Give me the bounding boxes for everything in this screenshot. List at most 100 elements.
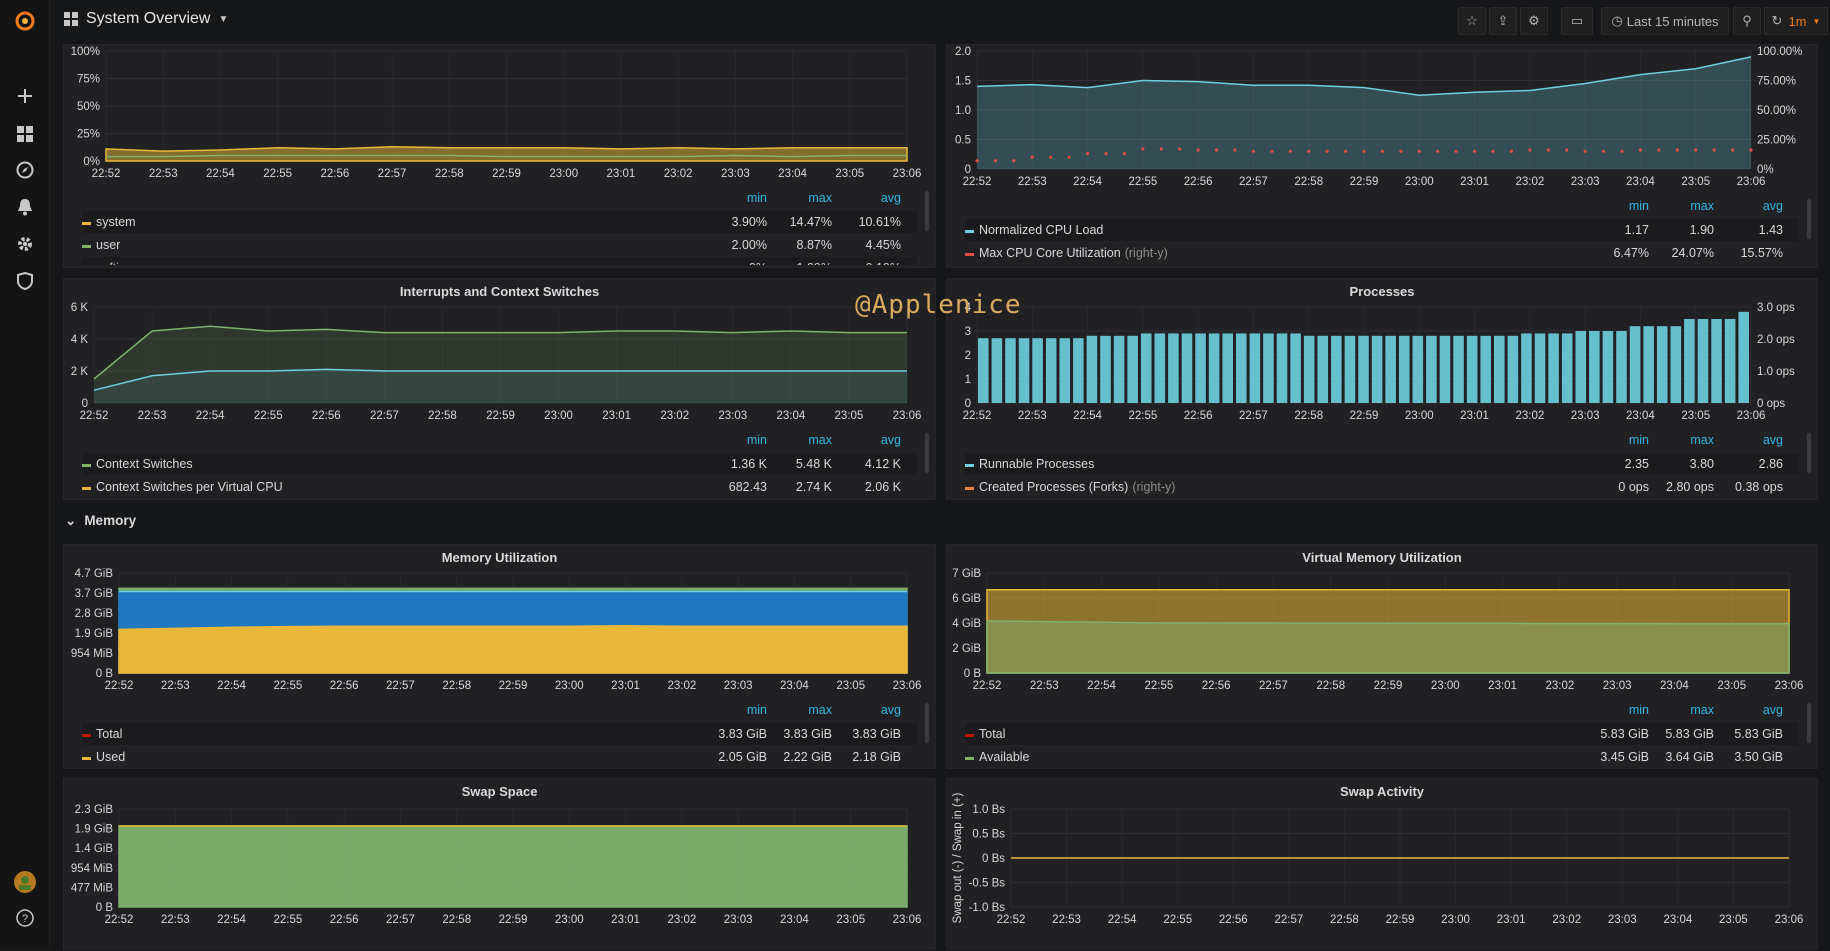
legend-scrollbar[interactable] [925,703,929,743]
plus-icon[interactable] [13,84,37,108]
legend-color-swatch[interactable] [965,230,974,233]
legend-header-avg[interactable]: avg [880,433,901,447]
legend-item[interactable]: Total 3.83 GiB 3.83 GiB 3.83 GiB [82,723,917,745]
legend-item[interactable]: Max CPU Core Utilization (right-y) 6.47% 24… [965,242,1799,264]
avatar[interactable] [13,870,37,894]
legend-color-swatch[interactable] [82,734,91,737]
legend-header-max[interactable]: max [1690,703,1714,717]
panel-vmem[interactable]: Virtual Memory Utilization 7 GiB 6 GiB 4 Gi… [946,544,1818,769]
legend-series-name[interactable]: Total [96,727,122,741]
legend-item[interactable]: Created Processes (Forks) (right-y) 0 ops 2… [965,476,1799,497]
legend-header-min[interactable]: min [1628,703,1649,717]
legend-series-name[interactable]: Normalized CPU Load [979,223,1103,237]
legend-series-name[interactable]: system [96,215,136,229]
legend-scrollbar[interactable] [925,433,929,473]
legend-item[interactable]: system 3.90% 14.47% 10.61% [82,211,917,233]
legend-series-name[interactable]: Max CPU Core Utilization (right-y) [979,246,1168,260]
panel-interrupts[interactable]: Interrupts and Context Switches 6 K 4 K 2 K… [63,278,936,500]
legend-color-swatch[interactable] [965,487,974,490]
row-memory[interactable]: ⌄ Memory [65,513,136,529]
legend-header-avg[interactable]: avg [880,703,901,717]
legend-header-avg[interactable]: avg [880,191,901,205]
legend-item[interactable]: Total 5.83 GiB 5.83 GiB 5.83 GiB [965,723,1799,745]
panel-swapact[interactable]: Swap Activity 1.0 Bs 0.5 Bs 0 Bs -0.5 Bs -1.0… [946,778,1818,950]
legend-header-min[interactable]: min [746,433,767,447]
legend-color-swatch[interactable] [82,464,91,467]
legend-header-min[interactable]: min [1628,433,1649,447]
legend-header-min[interactable]: min [746,191,767,205]
settings-button[interactable]: ⚙ [1520,7,1548,35]
legend-series-name[interactable]: Context Switches per Virtual CPU [96,480,283,494]
x-tick-label: 23:05 [1681,410,1710,422]
x-tick-label: 23:02 [1552,914,1581,926]
legend-series-name[interactable]: Available [979,750,1030,764]
star-button[interactable]: ☆ [1458,7,1486,35]
legend-series-name[interactable]: Total [979,727,1005,741]
legend-series-name[interactable]: Context Switches [96,457,193,471]
bar-runnable-processes [1086,335,1098,403]
legend-item[interactable]: softirq 0% 1.09% 0.19% [82,257,917,265]
panel-processes[interactable]: Processes 4 3 2 1 0 3.0 ops 2.0 ops 1.0 ops 0 ops… [946,278,1818,500]
legend-item[interactable]: user 2.00% 8.87% 4.45% [82,234,917,256]
legend-color-swatch[interactable] [82,222,91,225]
grafana-logo-icon[interactable] [13,9,37,33]
legend-scrollbar[interactable] [1807,199,1811,239]
legend-series-name[interactable]: Used [96,750,125,764]
legend-header-max[interactable]: max [808,433,832,447]
legend-color-swatch[interactable] [965,734,974,737]
explore-icon[interactable] [13,158,37,182]
legend-item[interactable]: Runnable Processes 2.35 3.80 2.86 [965,453,1799,475]
bar-runnable-processes [1344,335,1356,403]
legend-item[interactable]: Context Switches 1.36 K 5.48 K 4.12 K [82,453,917,475]
panel-swap[interactable]: Swap Space 2.3 GiB 1.9 GiB 1.4 GiB 954 MiB 47… [63,778,936,950]
refresh-button[interactable]: ↻ 1m ▼ [1764,7,1828,35]
legend-color-swatch[interactable] [965,253,974,256]
legend-item[interactable]: Available 3.45 GiB 3.64 GiB 3.50 GiB [965,746,1799,766]
time-picker-button[interactable]: ◷ Last 15 minutes [1601,7,1729,35]
legend-series-name[interactable]: user [96,238,120,252]
panel-title[interactable]: Virtual Memory Utilization [1302,550,1462,565]
panel-title[interactable]: Processes [1349,284,1415,299]
legend-series-name[interactable]: Runnable Processes [979,457,1094,471]
panel-title[interactable]: Interrupts and Context Switches [399,284,600,299]
legend-header-avg[interactable]: avg [1762,199,1783,213]
legend-item[interactable]: Normalized CPU Load 1.17 1.90 1.43 [965,219,1799,241]
panel-title[interactable]: Swap Space [461,784,538,799]
legend-header-max[interactable]: max [808,191,832,205]
legend-series-name[interactable]: softirq [96,261,130,265]
legend-scrollbar[interactable] [1807,703,1811,743]
help-icon[interactable]: ? [13,906,37,930]
share-button[interactable]: ⇪ [1489,7,1517,35]
panel-mem[interactable]: Memory Utilization 4.7 GiB 3.7 GiB 2.8 GiB 1… [63,544,936,769]
legend-scrollbar[interactable] [925,191,929,231]
legend-header-max[interactable]: max [1690,199,1714,213]
panel-cpu[interactable]: 100% 75% 50% 25% 0% 22:52 22:53 22:54 22:55 22:56… [63,44,936,268]
legend-color-swatch[interactable] [965,464,974,467]
legend-header-max[interactable]: max [1690,433,1714,447]
legend-color-swatch[interactable] [82,757,91,760]
dashboards-icon[interactable] [13,122,37,146]
legend-color-swatch[interactable] [965,757,974,760]
legend-series-name[interactable]: Created Processes (Forks) (right-y) [979,480,1175,494]
legend-color-swatch[interactable] [82,245,91,248]
zoom-out-button[interactable]: ⚲ [1733,7,1761,35]
x-tick-label: 22:57 [1274,914,1303,926]
legend-header-max[interactable]: max [808,703,832,717]
legend-header-avg[interactable]: avg [1762,433,1783,447]
bell-icon[interactable] [13,195,37,219]
panel-title[interactable]: Memory Utilization [441,550,558,565]
bar-runnable-processes [1453,335,1464,403]
legend-header-min[interactable]: min [1628,199,1649,213]
panel-load[interactable]: 2.0 1.5 1.0 0.5 0 100.00% 75.00% 50.00% 25.00% 0%… [946,44,1818,268]
legend-item[interactable]: Context Switches per Virtual CPU 682.43 2.… [82,476,917,497]
panel-title[interactable]: Swap Activity [1339,784,1425,799]
tv-mode-button[interactable]: ▭ [1561,7,1593,35]
legend-scrollbar[interactable] [1807,433,1811,473]
legend-item[interactable]: Used 2.05 GiB 2.22 GiB 2.18 GiB [82,746,917,766]
legend-header-min[interactable]: min [746,703,767,717]
legend-color-swatch[interactable] [82,487,91,490]
dashboard-picker[interactable]: System Overview ▼ [64,10,228,28]
gear-icon[interactable] [13,232,37,256]
shield-icon[interactable] [13,269,37,293]
legend-header-avg[interactable]: avg [1762,703,1783,717]
